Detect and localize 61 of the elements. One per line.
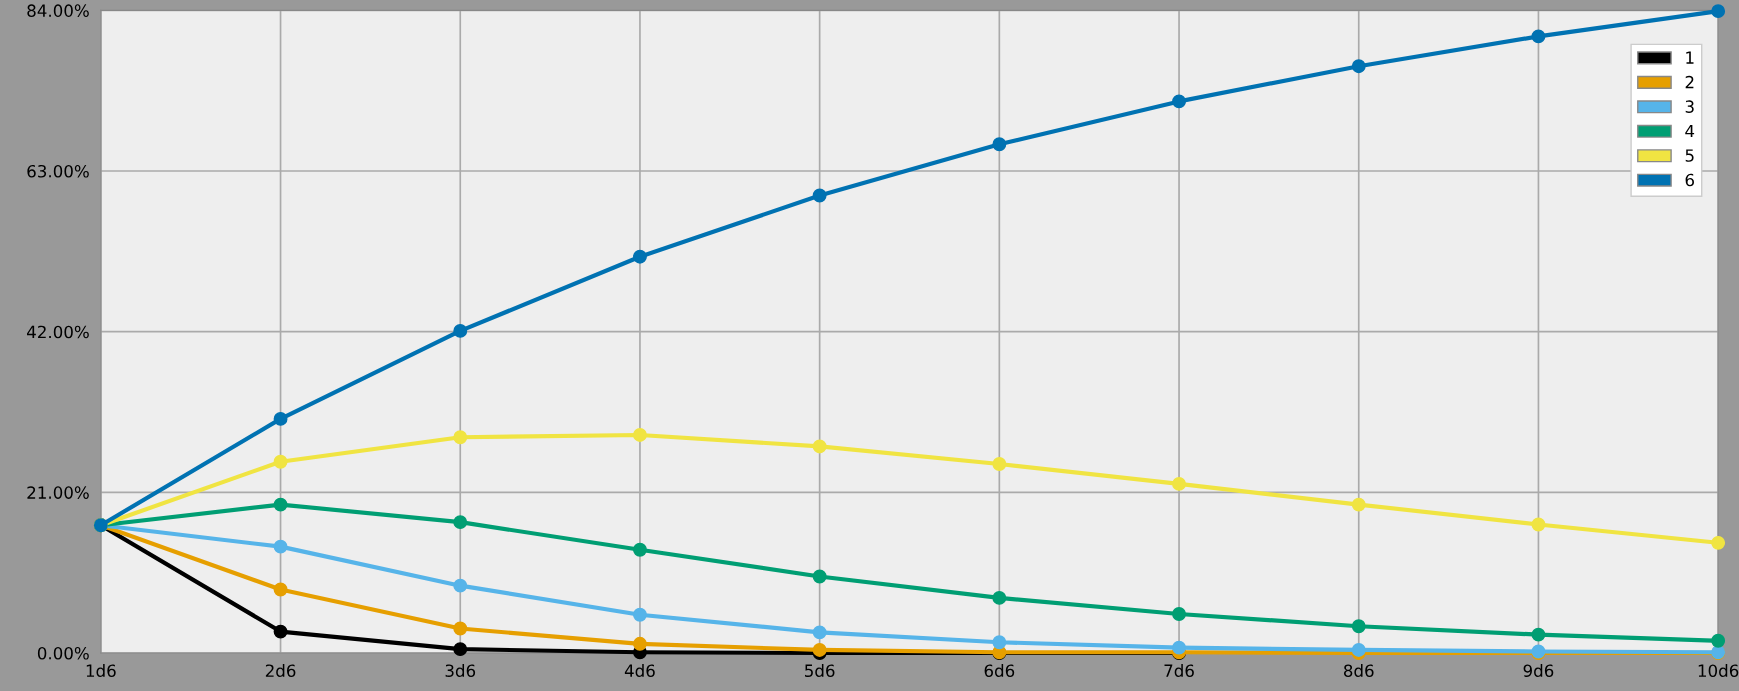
point <box>453 515 468 530</box>
point <box>1351 497 1366 512</box>
x-tick-label: 1d6 <box>86 664 116 678</box>
point <box>633 636 647 651</box>
x-tick-label: 6d6 <box>984 664 1015 678</box>
point <box>633 542 647 557</box>
point <box>633 607 647 622</box>
point <box>1172 476 1186 491</box>
x-tick-label: 2d6 <box>265 664 296 678</box>
point <box>273 624 288 639</box>
y-tick-label: 63.00% <box>27 164 89 178</box>
legend-label: 4 <box>1685 124 1695 138</box>
point <box>453 430 468 445</box>
x-tick-label: 9d6 <box>1523 664 1554 678</box>
point <box>273 539 288 554</box>
legend-label: 3 <box>1685 100 1694 113</box>
y-tick-label: 84.00% <box>27 4 89 17</box>
point <box>812 439 827 454</box>
point <box>992 635 1007 650</box>
point <box>273 582 288 597</box>
x-tick-label: 4d6 <box>624 664 655 678</box>
x-tick-label: 10d6 <box>1698 664 1739 678</box>
x-tick-label: 5d6 <box>805 664 835 678</box>
point <box>992 590 1007 605</box>
point <box>453 578 468 593</box>
point <box>1711 4 1726 19</box>
point <box>453 642 468 657</box>
point <box>812 625 827 640</box>
point <box>1172 640 1186 655</box>
x-tick-label: 3d6 <box>445 664 476 678</box>
legend-label: 5 <box>1685 149 1694 162</box>
legend-label: 2 <box>1685 75 1694 89</box>
legend-label: 6 <box>1685 173 1694 187</box>
x-tick-label: 8d6 <box>1343 664 1374 678</box>
y-tick-label: 0.00% <box>37 646 89 660</box>
point <box>1351 59 1366 74</box>
point <box>1711 633 1726 648</box>
point <box>992 137 1007 152</box>
point <box>992 457 1007 471</box>
point <box>1172 94 1186 109</box>
point <box>633 428 647 442</box>
point <box>1531 29 1546 44</box>
point <box>812 188 827 203</box>
point <box>453 323 468 338</box>
point <box>633 249 647 264</box>
point <box>1351 642 1366 657</box>
x-tick-label: 7d6 <box>1164 664 1194 678</box>
point <box>273 497 288 512</box>
point <box>812 642 827 657</box>
point <box>453 621 468 636</box>
point <box>273 411 288 426</box>
point <box>1172 607 1186 621</box>
point <box>1711 535 1726 550</box>
point <box>1531 517 1546 532</box>
point <box>273 454 288 469</box>
point <box>1531 627 1546 642</box>
y-tick-label: 21.00% <box>27 486 89 499</box>
legend-label: 1 <box>1686 51 1694 64</box>
point <box>1351 619 1366 634</box>
point <box>812 569 827 584</box>
y-tick-label: 42.00% <box>27 325 89 339</box>
